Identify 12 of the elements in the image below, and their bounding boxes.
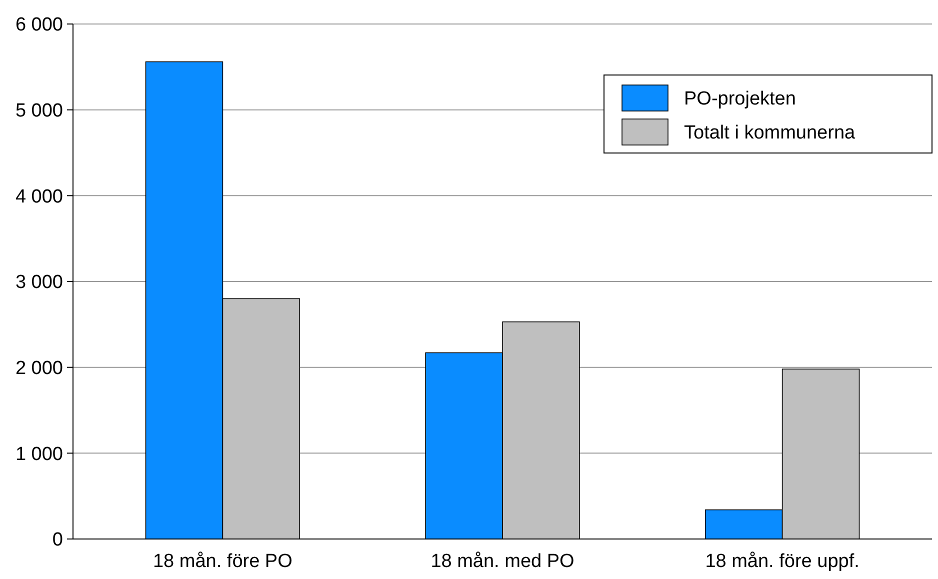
y-tick-label: 3 000 [15, 272, 63, 294]
y-tick-label: 1 000 [15, 444, 63, 465]
x-tick-label: 18 mån. före PO [152, 551, 292, 572]
legend-label: PO-projekten [684, 88, 796, 110]
y-tick-label: 0 [52, 530, 63, 551]
y-tick-label: 4 000 [15, 186, 63, 208]
y-tick-label: 6 000 [15, 14, 63, 36]
y-tick-label: 2 000 [15, 358, 63, 379]
y-tick-label: 5 000 [15, 100, 63, 122]
legend-label: Totalt i kommunerna [684, 122, 856, 144]
x-tick-label: 18 mån. före uppf. [705, 551, 860, 572]
x-tick-label: 18 mån. med PO [430, 551, 574, 572]
